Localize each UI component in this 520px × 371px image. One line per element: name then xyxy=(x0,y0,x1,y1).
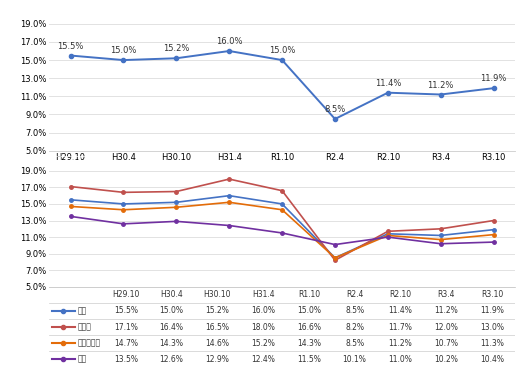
Text: 12.9%: 12.9% xyxy=(205,355,229,364)
Text: 15.2%: 15.2% xyxy=(251,339,275,348)
Text: 18.0%: 18.0% xyxy=(251,322,275,332)
Text: 10.4%: 10.4% xyxy=(480,355,504,364)
Text: 11.2%: 11.2% xyxy=(388,339,412,348)
Text: 10.7%: 10.7% xyxy=(434,339,458,348)
Text: 15.2%: 15.2% xyxy=(205,306,229,315)
Text: 都市部近郊: 都市部近郊 xyxy=(77,339,100,348)
Text: 都市部: 都市部 xyxy=(77,322,91,332)
Text: H30.10: H30.10 xyxy=(204,290,231,299)
Text: 地方: 地方 xyxy=(77,355,86,364)
Text: 11.9%: 11.9% xyxy=(480,74,507,83)
Text: 15.0%: 15.0% xyxy=(297,306,321,315)
Text: 15.0%: 15.0% xyxy=(110,46,137,55)
Text: H31.4: H31.4 xyxy=(252,290,275,299)
Text: R2.4: R2.4 xyxy=(346,290,363,299)
Text: 12.0%: 12.0% xyxy=(434,322,458,332)
Text: 8.5%: 8.5% xyxy=(324,105,346,114)
Text: 14.3%: 14.3% xyxy=(160,339,184,348)
Text: 10.1%: 10.1% xyxy=(343,355,367,364)
Text: 16.0%: 16.0% xyxy=(216,37,242,46)
Text: 12.4%: 12.4% xyxy=(251,355,275,364)
Text: 11.4%: 11.4% xyxy=(388,306,412,315)
Text: 8.5%: 8.5% xyxy=(345,306,364,315)
Text: 13.0%: 13.0% xyxy=(480,322,504,332)
Text: 10.2%: 10.2% xyxy=(434,355,458,364)
Text: 14.3%: 14.3% xyxy=(297,339,321,348)
Text: 16.4%: 16.4% xyxy=(160,322,184,332)
Text: 16.0%: 16.0% xyxy=(251,306,275,315)
Text: 14.6%: 14.6% xyxy=(205,339,229,348)
Text: 15.5%: 15.5% xyxy=(57,42,84,50)
Text: 11.4%: 11.4% xyxy=(375,79,401,88)
Text: R2.10: R2.10 xyxy=(389,290,411,299)
Text: 16.5%: 16.5% xyxy=(205,322,229,332)
Text: 15.2%: 15.2% xyxy=(163,44,189,53)
Text: 13.5%: 13.5% xyxy=(114,355,138,364)
Text: 11.3%: 11.3% xyxy=(480,339,504,348)
Text: R3.4: R3.4 xyxy=(437,290,455,299)
Text: 17.1%: 17.1% xyxy=(114,322,138,332)
Text: 15.5%: 15.5% xyxy=(114,306,138,315)
Text: 11.2%: 11.2% xyxy=(434,306,458,315)
Text: 15.0%: 15.0% xyxy=(160,306,184,315)
Text: 11.5%: 11.5% xyxy=(297,355,321,364)
Text: 11.7%: 11.7% xyxy=(388,322,412,332)
Text: H30.4: H30.4 xyxy=(160,290,183,299)
Text: R1.10: R1.10 xyxy=(298,290,320,299)
Text: 地点別再配達率推移: 地点別再配達率推移 xyxy=(53,156,113,166)
Text: 14.7%: 14.7% xyxy=(114,339,138,348)
Text: R3.10: R3.10 xyxy=(481,290,503,299)
Text: 15.0%: 15.0% xyxy=(269,46,295,55)
Text: 11.9%: 11.9% xyxy=(480,306,504,315)
Text: 8.5%: 8.5% xyxy=(345,339,364,348)
Text: 再配達率（全体）の推移: 再配達率（全体）の推移 xyxy=(53,9,126,19)
Text: H29.10: H29.10 xyxy=(112,290,139,299)
Text: 11.0%: 11.0% xyxy=(388,355,412,364)
Text: 11.2%: 11.2% xyxy=(427,81,454,89)
Text: 16.6%: 16.6% xyxy=(297,322,321,332)
Text: 総計: 総計 xyxy=(77,306,86,315)
Text: 8.2%: 8.2% xyxy=(345,322,364,332)
Text: 12.6%: 12.6% xyxy=(160,355,184,364)
